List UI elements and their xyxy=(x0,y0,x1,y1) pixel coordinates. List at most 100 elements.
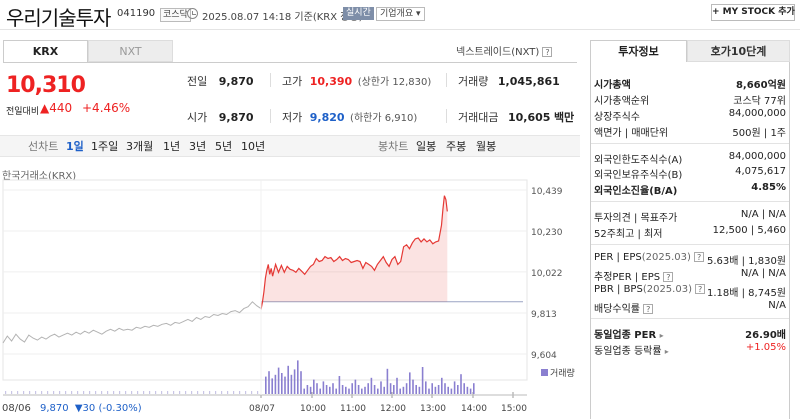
est-per-eps-value: N/A | N/A xyxy=(740,268,786,279)
help-icon[interactable]: ? xyxy=(643,304,654,314)
volume-legend: 거래량 xyxy=(541,366,575,379)
industry-per-label: 동일업종 PER xyxy=(594,330,657,341)
volume-bar xyxy=(473,383,475,394)
market-source: 한국거래소(KRX) xyxy=(2,171,77,182)
period-1w[interactable]: 1주일 xyxy=(91,140,119,153)
change-percent: +4.46% xyxy=(82,101,131,115)
pbr-label-group: PBR | BPS(2025.03) ? xyxy=(594,284,706,295)
period-3m[interactable]: 3개월 xyxy=(126,140,154,153)
today-area xyxy=(261,195,448,310)
foreign-rate-value: 4.85% xyxy=(751,182,786,193)
my-stock-add-button[interactable]: + MY STOCK 추가 xyxy=(711,4,795,21)
volume-bar xyxy=(319,388,321,394)
volume-bar xyxy=(83,391,85,394)
volume-bar xyxy=(409,372,411,394)
volume-bar xyxy=(329,386,331,394)
period-5y[interactable]: 5년 xyxy=(215,140,233,153)
volume-bar xyxy=(450,388,453,394)
amount-cell: 거래대금 10,605 백만 xyxy=(458,109,574,125)
volume-bar xyxy=(281,373,283,394)
realtime-badge[interactable]: 실시간 xyxy=(343,7,374,20)
volume-bar xyxy=(386,368,389,394)
help-icon[interactable]: ? xyxy=(694,252,705,262)
volume-bar xyxy=(380,381,382,394)
volume-bar xyxy=(389,383,392,394)
price-chart[interactable]: 10,439 10,230 10,022 9,813 9,604 08/07 10:00 11… xyxy=(0,179,580,419)
help-icon[interactable]: ? xyxy=(542,47,553,57)
volume-bar xyxy=(469,388,472,394)
volume-bar xyxy=(418,386,421,394)
volume-bar xyxy=(35,391,37,394)
volume-bar xyxy=(431,383,433,394)
volume-bar xyxy=(297,360,299,394)
volume-bar xyxy=(143,391,145,394)
volume-bar xyxy=(364,386,366,394)
per-value: 5.63배 xyxy=(706,256,739,267)
est-per-label-group: 추정PER | EPS ? xyxy=(594,268,674,283)
volume-bar xyxy=(227,391,229,394)
volume-bar xyxy=(434,386,437,394)
volume-bar xyxy=(466,386,469,394)
tab-invest-info[interactable]: 투자정보 xyxy=(590,40,687,62)
candle-weekly[interactable]: 주봉 xyxy=(446,140,467,153)
period-1y[interactable]: 1년 xyxy=(163,140,181,153)
tab-order-book[interactable]: 호가10단계 xyxy=(687,40,790,62)
par-label: 액면가 | 매매단위 xyxy=(594,128,669,139)
x-tick-label: 13:00 xyxy=(420,404,446,414)
header-bar xyxy=(0,0,800,30)
par-unit-value: 500원 | 1주 xyxy=(732,128,786,139)
clock-icon xyxy=(187,8,198,19)
prev-close-label: 전일 xyxy=(187,75,208,88)
volume-bar xyxy=(463,383,465,394)
dividend-label-group: 배당수익률 ? xyxy=(594,300,654,315)
volume-bar xyxy=(425,381,427,394)
volume-legend-swatch xyxy=(541,369,548,376)
prev-close-cell: 전일 9,870 xyxy=(187,73,254,89)
x-tick-label: 12:00 xyxy=(380,404,406,414)
divider xyxy=(270,73,271,87)
volume-bar xyxy=(23,391,25,394)
company-overview-dropdown[interactable]: 기업개요 ▾ xyxy=(376,7,425,21)
volume-label: 거래량 xyxy=(458,75,489,88)
volume-bar xyxy=(221,391,223,394)
amount-value: 10,605 xyxy=(507,111,551,124)
foreign-hold-label: 외국인보유주식수(B) xyxy=(594,170,683,181)
help-icon[interactable]: ? xyxy=(663,272,674,282)
volume-bar xyxy=(335,388,337,394)
volume-bar xyxy=(447,386,449,394)
volume-bar xyxy=(271,378,273,394)
chevron-right-icon: ▸ xyxy=(659,331,664,340)
market-badge: 코스닥 xyxy=(160,8,191,22)
per-label: PER | EPS xyxy=(594,252,642,263)
volume-legend-label: 거래량 xyxy=(550,369,575,379)
volume-bar xyxy=(191,391,193,394)
period-3y[interactable]: 3년 xyxy=(189,140,207,153)
wk52-value: 12,500 | 5,460 xyxy=(712,225,786,236)
pbr-value: 1.18배 xyxy=(706,288,739,299)
volume-bar xyxy=(215,391,217,394)
volume-bar xyxy=(239,391,241,394)
period-10y[interactable]: 10년 xyxy=(241,140,266,153)
candle-monthly[interactable]: 월봉 xyxy=(476,140,497,153)
volume-bar xyxy=(5,391,7,394)
period-1d[interactable]: 1일 xyxy=(66,140,84,153)
y-tick-label: 9,604 xyxy=(531,351,557,361)
per-eps-value: 5.63배 | 1,830원 xyxy=(706,256,786,267)
divider xyxy=(591,318,789,319)
volume-bar xyxy=(131,391,133,394)
tab-krx[interactable]: KRX xyxy=(3,40,88,62)
volume-bar xyxy=(268,371,270,394)
volume-bar xyxy=(77,391,79,394)
shares-label: 상장주식수 xyxy=(594,112,640,123)
x-tick-label: 08/07 xyxy=(249,404,275,414)
help-icon[interactable]: ? xyxy=(695,284,706,294)
dividend-value: N/A xyxy=(768,300,786,311)
amount-unit: 백만 xyxy=(553,111,575,124)
high-cell: 고가 10,390 (상한가 12,830) xyxy=(282,73,431,89)
volume-bar xyxy=(47,391,49,394)
tab-nxt[interactable]: NXT xyxy=(88,40,173,62)
candle-daily[interactable]: 일봉 xyxy=(416,140,437,153)
est-per-label: 추정PER | EPS xyxy=(594,272,661,283)
prev-close-bottom: 9,870 xyxy=(40,403,69,414)
volume-bar xyxy=(59,391,61,394)
